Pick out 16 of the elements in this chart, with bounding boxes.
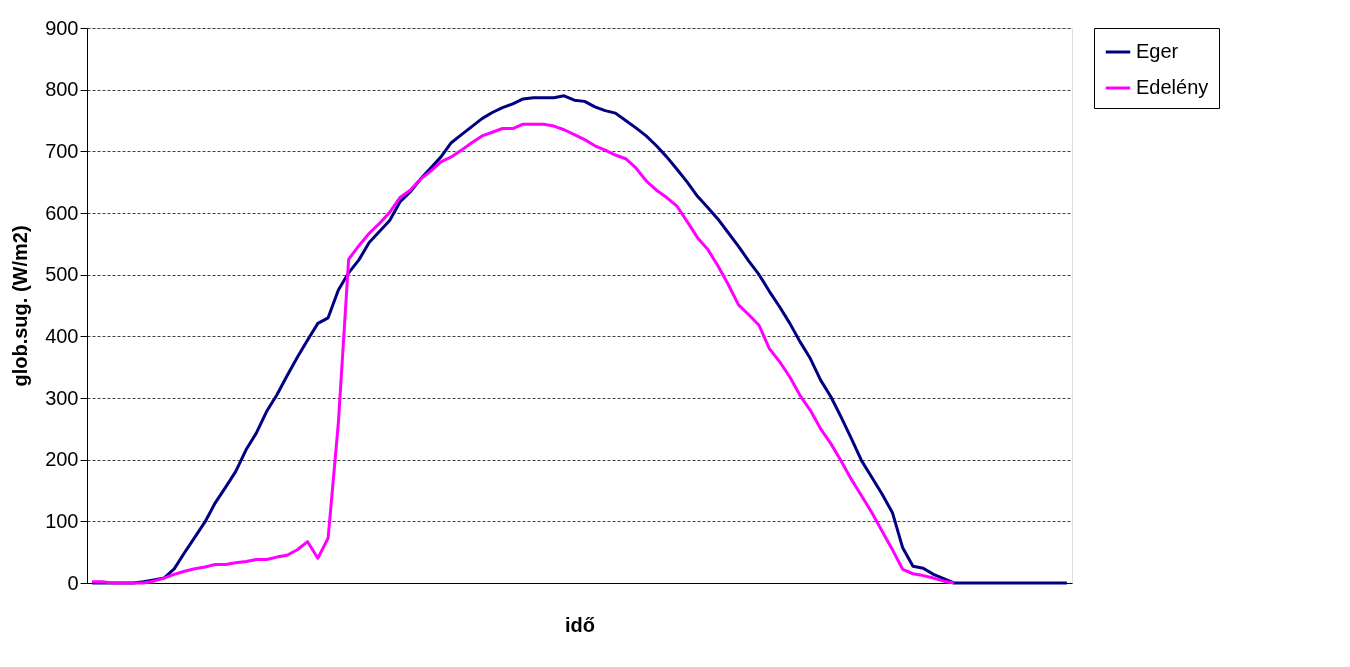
y-tick-label: 700 [45, 139, 79, 162]
y-tick-label: 900 [45, 16, 79, 39]
line-series [90, 94, 1069, 585]
y-tick-label: 500 [45, 263, 79, 286]
y-tick-label: 800 [45, 78, 79, 101]
y-axis-title: glob.sug. (W/m2) [9, 225, 32, 387]
y-tick-label: 300 [45, 386, 79, 409]
legend-label: Edelény [1136, 76, 1209, 98]
y-tick-label: 400 [45, 324, 79, 347]
line-series [90, 122, 956, 585]
y-tick-label: 100 [45, 509, 79, 532]
x-axis-title: idő [565, 613, 595, 636]
y-tick-label: 200 [45, 448, 79, 471]
y-tick-label: 600 [45, 201, 79, 224]
y-tick-label: 0 [67, 571, 79, 594]
legend-label: Eger [1136, 40, 1179, 62]
